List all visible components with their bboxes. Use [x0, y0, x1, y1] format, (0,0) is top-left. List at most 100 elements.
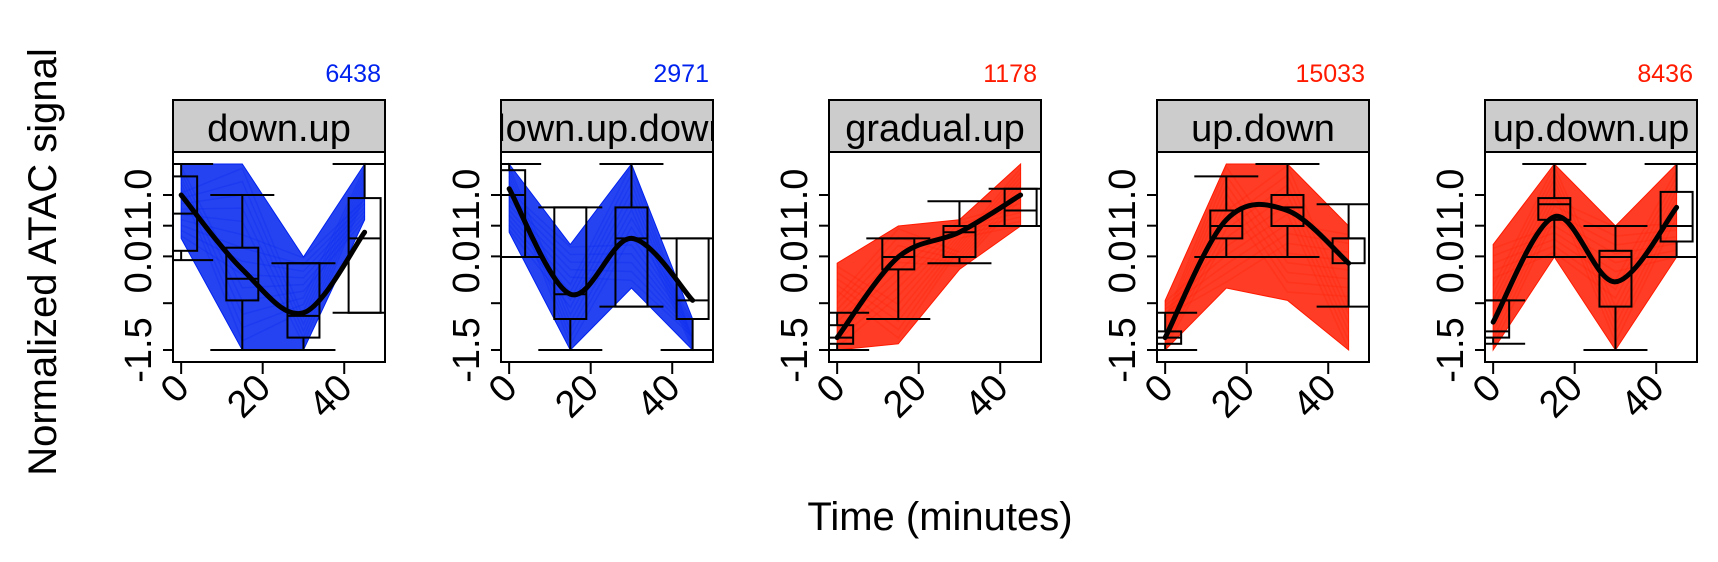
y-tick-label: 0.01: [1102, 219, 1144, 293]
box-iqr: [881, 237, 916, 271]
plot-area: [1485, 162, 1697, 352]
y-tick-label: 1.0: [1430, 169, 1472, 222]
profile-line: [508, 195, 694, 331]
boxplot: [1522, 163, 1587, 258]
y-tick-label: 0.01: [774, 219, 816, 293]
trend-line: [178, 192, 368, 317]
profile-line: [1164, 183, 1349, 328]
profile-line: [1164, 232, 1349, 314]
boxplot: [210, 194, 275, 351]
trend-line: [834, 192, 1024, 341]
box-iqr: [553, 206, 588, 320]
x-tick-label: 40: [301, 367, 361, 427]
strip-header: [1484, 99, 1698, 153]
strip-header: [172, 99, 386, 153]
plot-area: [501, 162, 713, 352]
boxplot: [1583, 225, 1648, 351]
boxplot: [660, 237, 713, 351]
boxplot: [866, 237, 931, 320]
profile-line: [1492, 164, 1678, 309]
profile-line: [181, 191, 366, 340]
y-tick-label: 0.01: [1430, 219, 1472, 293]
panel-title: up.down: [1191, 108, 1335, 150]
trend-line: [1490, 204, 1680, 325]
box-iqr: [942, 225, 977, 258]
trend-line: [1162, 201, 1352, 341]
x-tick-label: 20: [1531, 367, 1591, 427]
profile-line: [180, 175, 366, 342]
profile-line: [1164, 242, 1349, 317]
profile-line: [836, 220, 1021, 306]
x-tick-label: 40: [957, 367, 1017, 427]
profile-line: [508, 190, 694, 346]
boxplot: [501, 163, 542, 258]
x-tick-label: 40: [629, 367, 689, 427]
x-tick-label: 20: [219, 367, 279, 427]
y-axis-label: Normalized ATAC signal: [21, 48, 65, 476]
profile-line: [508, 185, 694, 347]
profile-line: [1492, 211, 1677, 340]
boxplot: [1485, 299, 1526, 345]
profile-line: [1164, 173, 1350, 342]
panel-title: up.down.up: [1493, 108, 1690, 150]
plot-area: [1157, 163, 1369, 352]
trend-line: [506, 186, 696, 303]
profile-line: [836, 189, 1022, 311]
profile-line: [1492, 183, 1678, 300]
profile-line: [1164, 174, 1349, 324]
boxplot: [599, 163, 664, 308]
box-iqr: [1485, 299, 1511, 339]
strip-header: [1156, 99, 1370, 153]
box-iqr: [1659, 190, 1694, 243]
profile-line: [1492, 218, 1677, 347]
y-tick-label: 1.0: [1102, 169, 1144, 222]
profile-line: [1164, 193, 1350, 349]
boxplot: [1644, 163, 1697, 258]
strip-header: [500, 99, 714, 153]
boxplot: [538, 206, 603, 351]
strip-header: [828, 99, 1042, 153]
panel-title: gradual.up: [845, 108, 1025, 150]
y-tick-label: 1.0: [118, 169, 160, 222]
x-tick-label: 20: [875, 367, 935, 427]
x-tick-label: 40: [1285, 367, 1345, 427]
profile-line: [836, 167, 1022, 323]
profile-line: [1164, 191, 1349, 331]
profile-line: [180, 166, 366, 289]
profile-line: [180, 211, 366, 279]
box-iqr: [1270, 194, 1305, 227]
profile-line: [508, 209, 694, 338]
x-tick-label: 40: [1613, 367, 1673, 427]
y-tick-label: -1.5: [118, 317, 160, 382]
x-tick-label: 20: [547, 367, 607, 427]
x-axis-label: Time (minutes): [807, 495, 1072, 539]
y-tick-label: 0.01: [118, 219, 160, 293]
box-iqr: [1598, 249, 1633, 308]
y-tick-label: 0.01: [446, 219, 488, 293]
profile-line: [180, 180, 366, 327]
cluster-count: 15033: [1295, 60, 1365, 88]
panel-title: down.up.down: [484, 108, 729, 150]
profile-line: [180, 207, 366, 273]
boxplot: [1194, 175, 1259, 258]
cluster-count: 6438: [325, 60, 381, 88]
y-tick-label: 1.0: [446, 169, 488, 222]
y-tick-label: -1.5: [446, 317, 488, 382]
y-tick-label: -1.5: [1102, 317, 1144, 382]
y-tick-label: -1.5: [774, 317, 816, 382]
profile-line: [180, 199, 366, 259]
box-iqr: [501, 169, 527, 258]
x-tick-label: 20: [1203, 367, 1263, 427]
profile-line: [180, 171, 366, 329]
cluster-count: 8436: [1637, 60, 1693, 88]
profile-line: [836, 194, 1022, 317]
panel-title: down.up: [207, 108, 351, 150]
profile-line: [508, 200, 694, 333]
